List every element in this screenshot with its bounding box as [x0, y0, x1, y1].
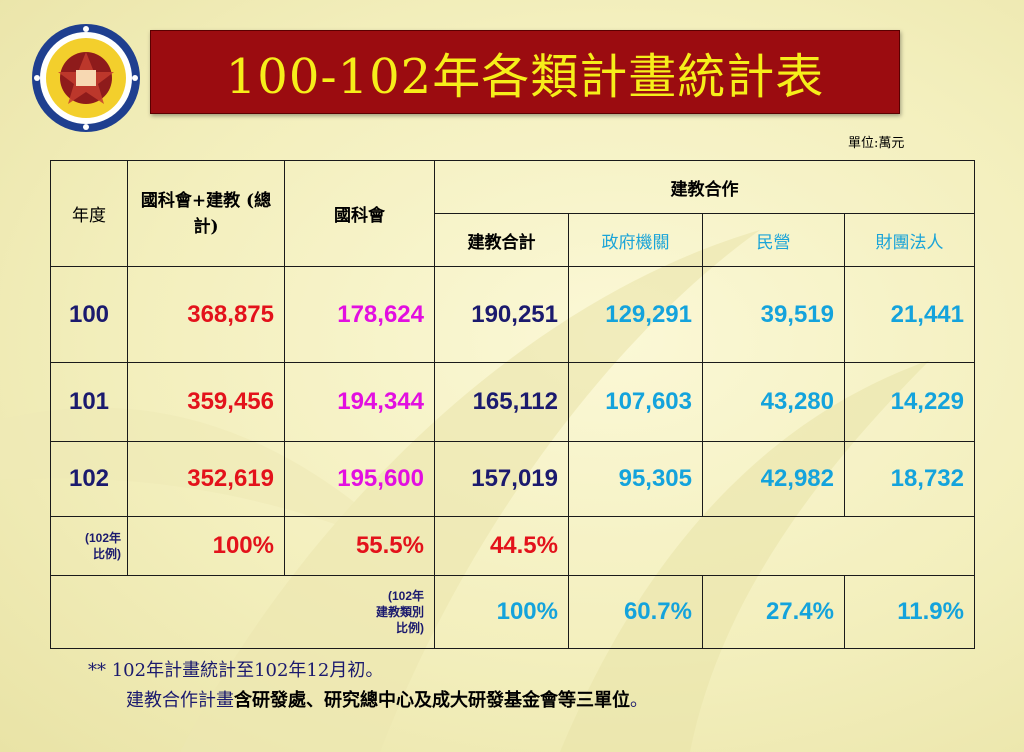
cell-year: 101 — [50, 362, 128, 442]
ratio-row: (102年 比例) 100% 55.5% 44.5% — [50, 516, 975, 576]
footnote-line1: ** 102年計畫統計至102年12月初。 — [88, 660, 384, 681]
ratio-nsc: 55.5% — [284, 516, 435, 576]
ratio-coop-total: 44.5% — [434, 516, 569, 576]
footnote-line2-suffix: 。 — [630, 690, 648, 711]
cell-gov: 107,603 — [568, 362, 703, 442]
coop-ratio-label-line2: 建教類別 — [375, 605, 424, 619]
ratio-empty-cell — [568, 516, 975, 576]
cell-foundation: 21,441 — [844, 266, 975, 363]
cell-year: 102 — [50, 441, 128, 517]
footnote-line2-prefix: 建教合作計畫 — [126, 690, 234, 711]
cell-coop-total: 165,112 — [434, 362, 569, 442]
cell-coop-total: 190,251 — [434, 266, 569, 363]
cell-private: 42,982 — [702, 441, 845, 517]
footnote-line2: 建教合作計畫含研發處、研究總中心及成大研發基金會等三單位。 — [88, 686, 648, 716]
coop-ratio-label: (102年 建教類別 比例) — [50, 575, 435, 649]
cell-foundation: 18,732 — [844, 441, 975, 517]
cell-year: 100 — [50, 266, 128, 363]
header-coop-group: 建教合作 — [434, 160, 975, 214]
header-gov: 政府機關 — [568, 213, 703, 267]
header-nsc: 國科會 — [284, 160, 435, 267]
footnote: ** 102年計畫統計至102年12月初。 建教合作計畫含研發處、研究總中心及成… — [88, 656, 648, 716]
university-seal-icon — [30, 22, 142, 134]
coop-ratio-foundation: 11.9% — [844, 575, 975, 649]
title-banner: 100-102年各類計畫統計表 — [150, 30, 900, 114]
cell-foundation: 14,229 — [844, 362, 975, 442]
cell-private: 43,280 — [702, 362, 845, 442]
header-foundation: 財團法人 — [844, 213, 975, 267]
header-coop-total: 建教合計 — [434, 213, 569, 267]
cell-nsc: 194,344 — [284, 362, 435, 442]
table-row: 102 352,619 195,600 157,019 95,305 42,98… — [50, 441, 975, 517]
coop-ratio-label-line1: (102年 — [387, 589, 424, 603]
page-title: 100-102年各類計畫統計表 — [225, 49, 825, 105]
cell-total: 368,875 — [127, 266, 285, 363]
ratio-row-label: (102年 比例) — [50, 516, 128, 576]
coop-ratio-gov: 60.7% — [568, 575, 703, 649]
cell-total: 359,456 — [127, 362, 285, 442]
coop-ratio-label-line3: 比例) — [396, 621, 424, 635]
unit-label: 單位:萬元 — [848, 136, 905, 151]
header-private: 民營 — [702, 213, 845, 267]
header-row-1: 年度 國科會+建教 (總計) 國科會 建教合作 — [50, 160, 975, 267]
header-row-2: 建教合計 政府機關 民營 財團法人 — [51, 213, 975, 267]
cell-gov: 129,291 — [568, 266, 703, 363]
coop-ratio-total: 100% — [434, 575, 569, 649]
header-total: 國科會+建教 (總計) — [127, 160, 285, 267]
cell-total: 352,619 — [127, 441, 285, 517]
ratio-label-line2: 比例) — [93, 547, 121, 561]
table-row: 100 368,875 178,624 190,251 129,291 39,5… — [50, 266, 975, 363]
cell-coop-total: 157,019 — [434, 441, 569, 517]
cell-nsc: 195,600 — [284, 441, 435, 517]
cell-gov: 95,305 — [568, 441, 703, 517]
header-year: 年度 — [50, 160, 128, 267]
footnote-line2-bold: 含研發處、研究總中心及成大研發基金會等三單位 — [234, 690, 630, 711]
ratio-total: 100% — [127, 516, 285, 576]
table-row: 101 359,456 194,344 165,112 107,603 43,2… — [50, 362, 975, 442]
cell-nsc: 178,624 — [284, 266, 435, 363]
coop-ratio-private: 27.4% — [702, 575, 845, 649]
ratio-label-line1: (102年 — [84, 531, 121, 545]
coop-ratio-row: (102年 建教類別 比例) 100% 60.7% 27.4% 11.9% — [50, 575, 975, 649]
statistics-table: 年度 國科會+建教 (總計) 國科會 建教合作 建教合計 政府機關 民營 財團法… — [50, 160, 975, 649]
cell-private: 39,519 — [702, 266, 845, 363]
